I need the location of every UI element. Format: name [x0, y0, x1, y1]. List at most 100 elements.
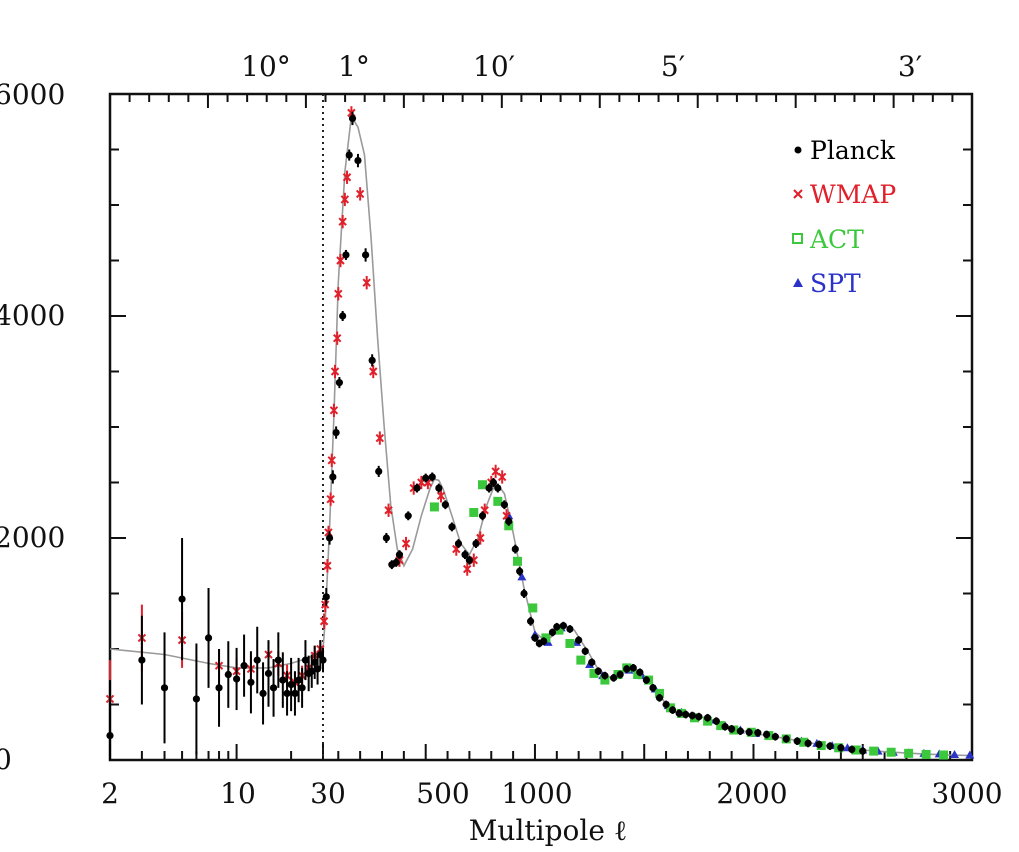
data-point-planck: [782, 735, 790, 743]
data-point-planck: [516, 567, 524, 575]
data-point-planck: [793, 737, 801, 745]
legend-marker-planck: [794, 146, 802, 154]
data-point-wmap: [436, 491, 446, 501]
data-point-wmap: [497, 472, 507, 482]
data-point-planck: [322, 593, 330, 601]
cross-stroke: [375, 433, 385, 443]
top-tick-label: 10°: [241, 50, 291, 83]
data-point-planck: [441, 501, 449, 509]
data-point-planck: [287, 680, 295, 689]
legend-label-spt: SPT: [810, 269, 861, 298]
x-tick-label: 1000: [501, 777, 572, 810]
data-point-planck: [308, 667, 316, 675]
data-point-planck: [428, 473, 436, 481]
cross-stroke: [323, 561, 332, 570]
data-point-planck: [106, 731, 114, 740]
data-point-planck: [138, 656, 146, 664]
data-point-wmap: [323, 561, 332, 570]
data-point-planck: [655, 694, 664, 702]
data-point-planck: [815, 740, 823, 749]
data-point-wmap: [340, 195, 350, 204]
data-point-planck: [588, 658, 596, 666]
data-point-wmap: [401, 539, 411, 548]
data-point-planck: [616, 670, 624, 679]
data-point-wmap: [476, 533, 485, 543]
data-point-planck: [362, 251, 370, 259]
data-point-planck: [548, 628, 557, 636]
cross-stroke: [338, 217, 347, 226]
legend-label-wmap: WMAP: [810, 180, 896, 209]
data-point-planck: [435, 484, 443, 492]
data-point-planck: [224, 670, 232, 679]
data-point-planck: [837, 744, 845, 752]
top-tick-label: 5′: [661, 50, 685, 83]
data-point-planck: [804, 739, 812, 747]
x-tick-label: 3000: [931, 777, 1002, 810]
data-point-planck: [332, 428, 340, 437]
data-point-wmap: [362, 278, 371, 287]
data-point-wmap: [384, 506, 393, 515]
data-point-spt: [950, 749, 960, 758]
data-point-planck: [736, 727, 744, 735]
data-point-planck: [494, 484, 502, 492]
data-point-planck: [259, 689, 267, 698]
x-axis-title: Multipole ℓ: [469, 814, 627, 847]
data-point-wmap: [326, 494, 335, 504]
x-tick-label: 500: [416, 777, 469, 810]
data-point-spt: [965, 750, 975, 759]
data-point-planck: [540, 637, 548, 645]
data-point-planck: [489, 478, 498, 487]
cross-stroke: [362, 278, 371, 287]
data-point-wmap: [369, 367, 378, 376]
y-tick-label: 2000: [0, 521, 65, 554]
y-tick-label: 0: [0, 743, 12, 776]
x-tick-label: 2000: [716, 777, 787, 810]
cross-stroke: [502, 511, 511, 521]
data-point-planck: [404, 512, 412, 520]
data-point-planck: [478, 512, 487, 520]
data-point-planck: [465, 556, 474, 564]
data-point-planck: [826, 742, 834, 750]
data-point-planck: [682, 710, 690, 719]
data-point-planck: [688, 712, 696, 720]
data-point-wmap: [329, 406, 339, 415]
cross-stroke: [463, 564, 472, 574]
data-point-planck: [215, 684, 223, 692]
data-point-act: [528, 603, 538, 613]
x-tick-label: 30: [310, 777, 346, 810]
data-point-planck: [675, 709, 683, 717]
cross-stroke: [332, 333, 342, 343]
data-point-planck: [623, 665, 631, 673]
data-point-planck: [728, 725, 736, 733]
data-points: [105, 106, 975, 760]
data-point-planck: [247, 678, 255, 686]
data-point-planck: [325, 534, 334, 542]
data-point-wmap: [463, 564, 472, 574]
data-point-planck: [319, 656, 327, 664]
data-point-wmap: [342, 173, 352, 182]
legend-marker-wmap: [793, 189, 803, 199]
data-point-act: [469, 507, 479, 517]
data-point-act: [869, 746, 879, 756]
data-point-planck: [601, 672, 609, 680]
data-point-planck: [291, 689, 299, 698]
cross-stroke: [423, 478, 433, 487]
y-tick-label: 4000: [0, 299, 65, 332]
data-point-planck: [712, 717, 720, 725]
data-point-planck: [848, 745, 856, 754]
data-point-planck: [274, 656, 282, 664]
x-tick-label: 10: [220, 777, 256, 810]
data-point-planck: [472, 539, 480, 548]
data-point-planck: [204, 634, 213, 642]
data-point-act: [478, 480, 488, 490]
data-point-wmap: [334, 289, 343, 299]
x-tick-label: 2: [101, 777, 119, 810]
cross-stroke: [330, 367, 340, 376]
data-point-planck: [703, 714, 712, 722]
data-point-planck: [178, 595, 186, 603]
cross-stroke: [369, 367, 378, 376]
data-point-wmap: [491, 467, 500, 476]
data-point-planck: [160, 684, 169, 692]
data-point-planck: [669, 706, 677, 714]
